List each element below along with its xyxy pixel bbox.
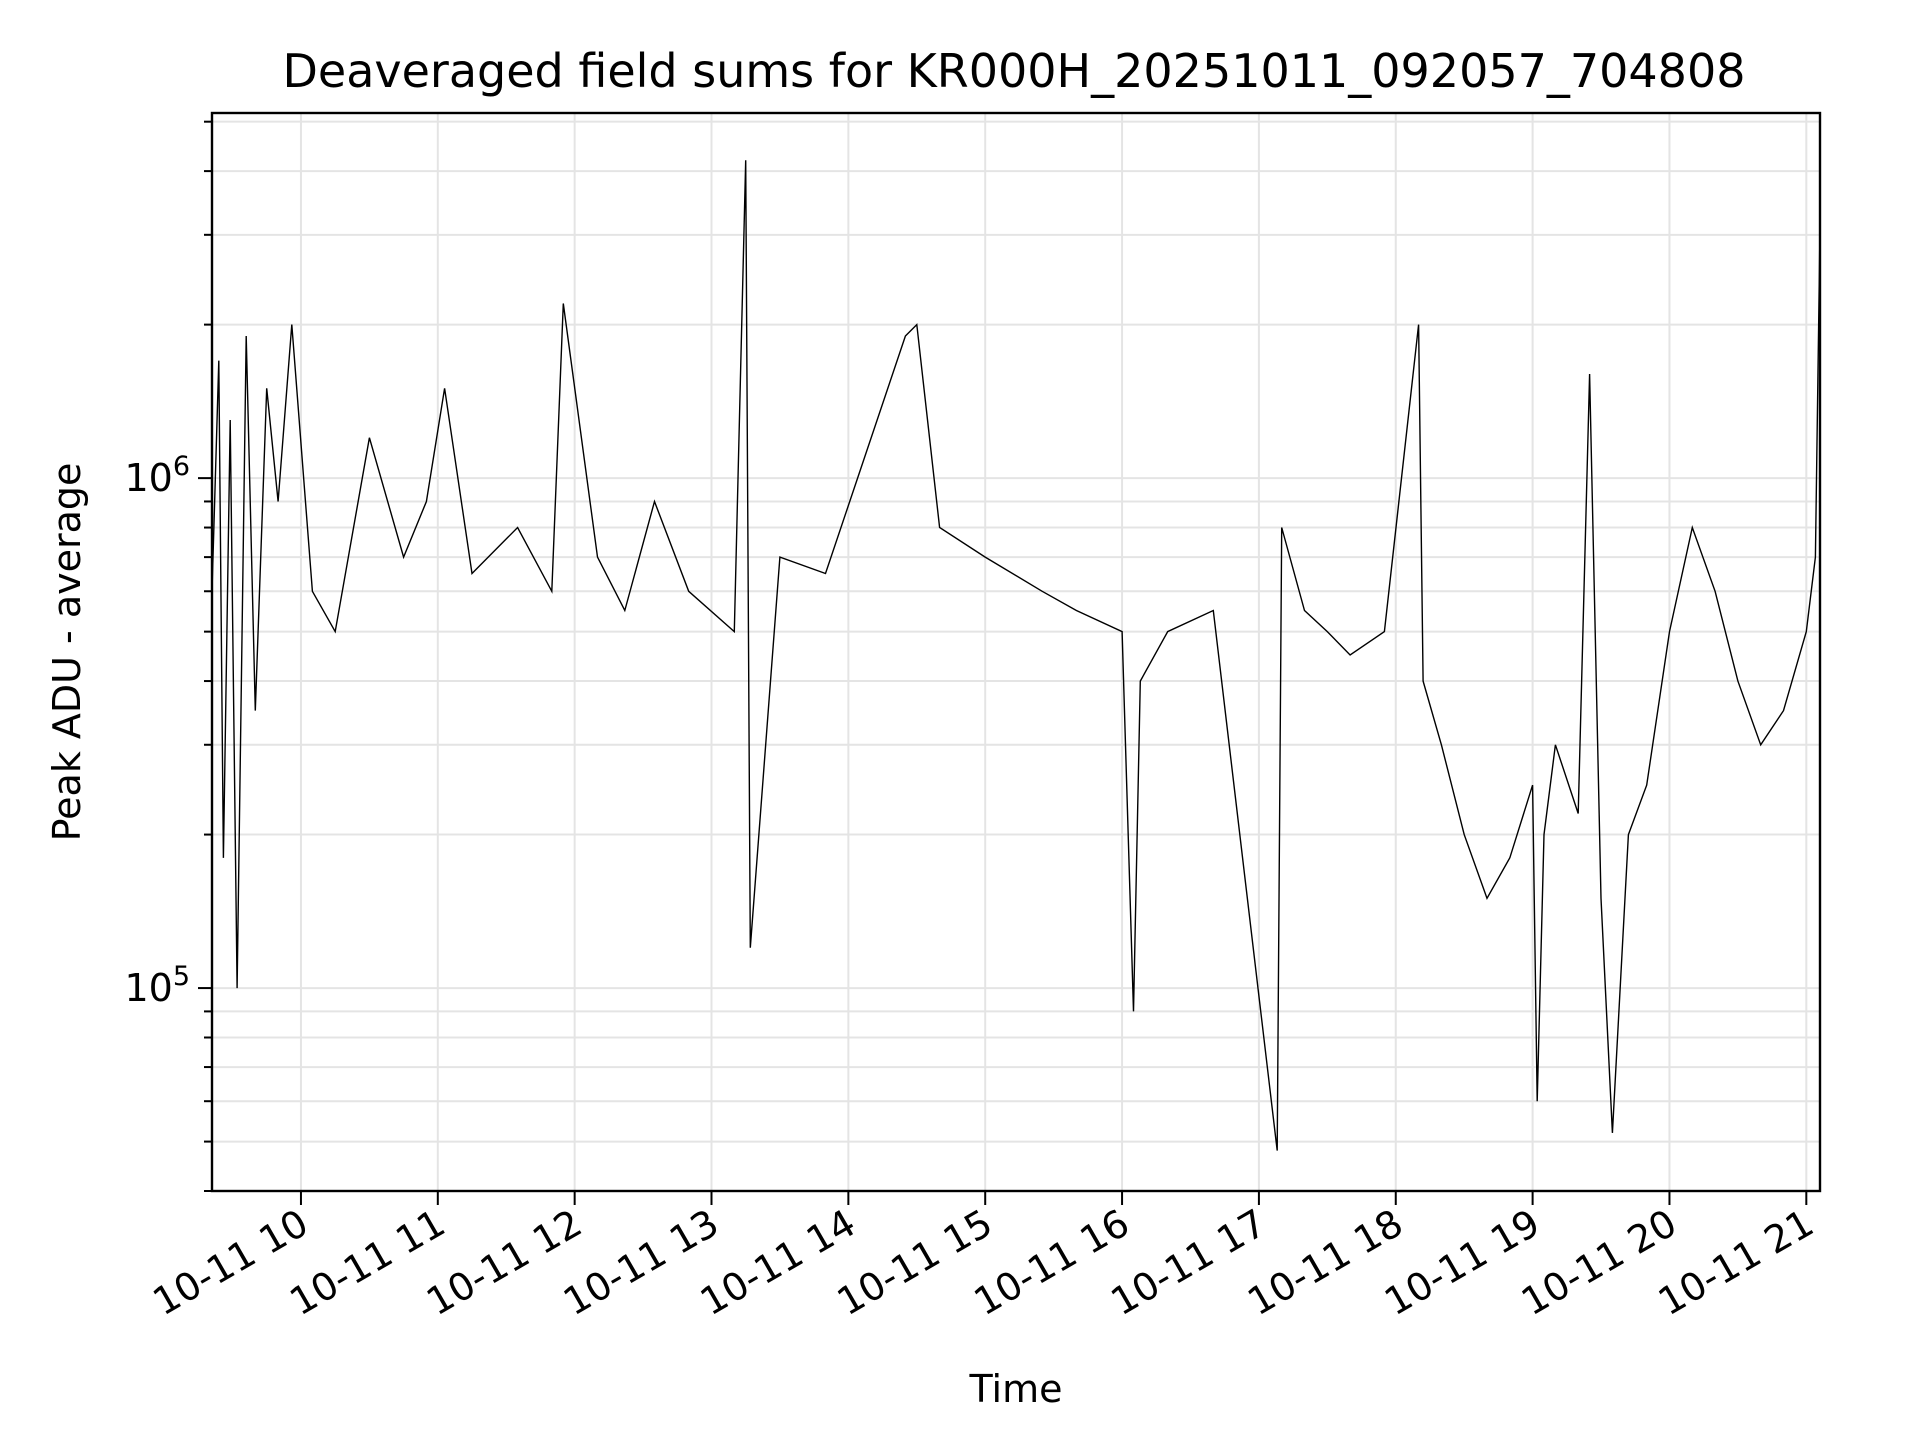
x-tick-label: 10-11 11 [282,1201,452,1325]
major-gridlines [212,113,1820,1191]
x-tick-label: 10-11 13 [556,1201,726,1325]
y-tick-label: 105 [124,961,190,1010]
x-tick-label: 10-11 15 [830,1201,1000,1325]
y-minor-gridlines [212,120,1820,1192]
y-axis-ticks: 105 106 [124,120,212,1192]
chart-title: Deaveraged field sums for KR000H_2025101… [283,44,1746,98]
x-tick-label: 10-11 12 [419,1201,589,1325]
y-axis-label: Peak ADU - average [45,463,89,842]
x-tick-label: 10-11 20 [1514,1201,1684,1325]
x-tick-label: 10-11 21 [1651,1201,1821,1325]
plot-frame [210,111,1822,1193]
x-tick-label: 10-11 10 [145,1201,315,1325]
x-tick-label: 10-11 18 [1240,1201,1410,1325]
y-tick-label: 106 [124,451,190,500]
x-tick-label: 10-11 16 [967,1201,1137,1325]
x-axis-label: Time [969,1367,1063,1411]
series-line [212,160,1820,1151]
x-tick-label: 10-11 17 [1103,1201,1273,1325]
x-tick-label: 10-11 14 [693,1201,863,1325]
x-tick-label: 10-11 19 [1377,1201,1547,1325]
